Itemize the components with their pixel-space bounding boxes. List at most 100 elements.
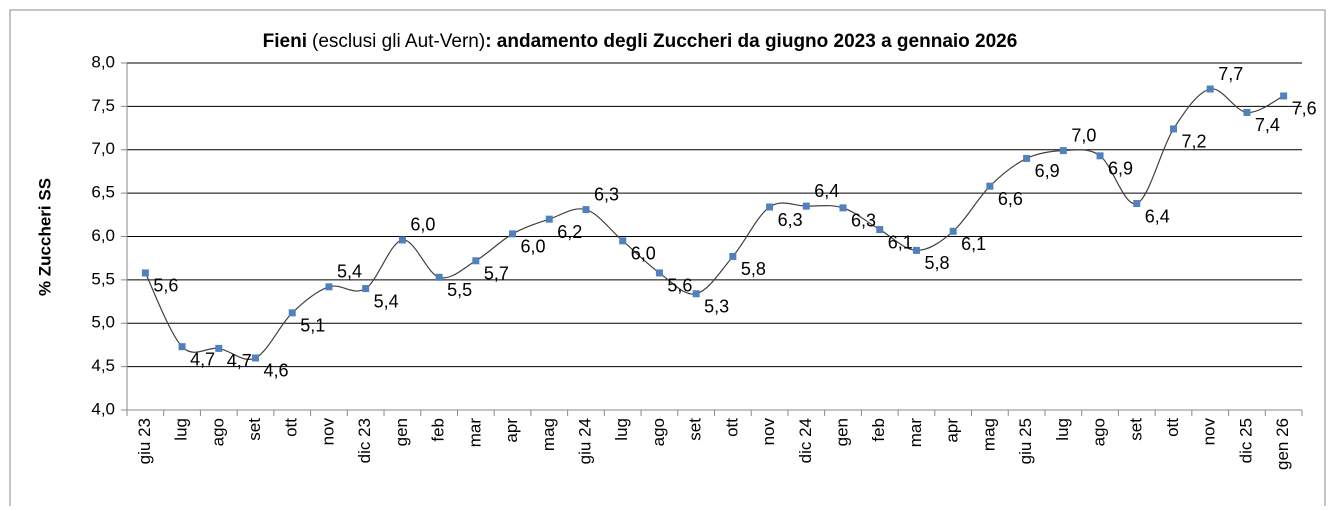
data-label: 7,4 — [1255, 115, 1280, 135]
data-label: 5,4 — [374, 291, 399, 311]
x-tick-label: ago — [649, 418, 668, 446]
data-label: 6,4 — [814, 181, 839, 201]
data-point — [545, 215, 553, 223]
y-tick-label: 6,0 — [91, 226, 115, 245]
data-point — [252, 354, 260, 362]
y-tick-label: 4,5 — [91, 356, 115, 375]
data-label: 5,5 — [447, 280, 472, 300]
x-tick-label: apr — [943, 418, 962, 443]
data-label: 6,3 — [594, 184, 619, 204]
data-label: 4,7 — [227, 351, 252, 371]
data-label: 5,1 — [300, 316, 325, 336]
data-label: 6,0 — [410, 215, 435, 235]
data-point — [766, 203, 774, 211]
x-tick-label: giu 23 — [135, 418, 154, 464]
data-point — [619, 237, 627, 245]
data-label: 6,3 — [851, 211, 876, 231]
data-point — [876, 226, 884, 234]
x-tick-label: set — [1126, 418, 1145, 441]
data-point — [1096, 152, 1104, 160]
data-point — [178, 343, 186, 351]
data-point — [325, 283, 333, 291]
data-label: 6,0 — [521, 237, 546, 257]
data-label: 5,8 — [741, 259, 766, 279]
data-label: 7,6 — [1292, 99, 1317, 119]
data-point — [655, 269, 663, 277]
x-tick-label: feb — [429, 418, 448, 442]
data-point — [1243, 108, 1251, 116]
data-point — [912, 246, 920, 254]
data-label: 7,0 — [1071, 125, 1096, 145]
x-tick-label: apr — [502, 418, 521, 443]
title-part: : andamento degli Zuccheri da giugno 202… — [485, 31, 1017, 52]
data-point — [435, 273, 443, 281]
x-tick-label: giu 24 — [575, 418, 594, 464]
data-point — [802, 202, 810, 210]
data-label: 6,9 — [1035, 161, 1060, 181]
y-tick-label: 6,5 — [91, 183, 115, 202]
data-label: 5,4 — [337, 262, 362, 282]
data-label: 4,6 — [264, 361, 289, 381]
data-point — [839, 204, 847, 212]
x-tick-label: lug — [172, 418, 191, 441]
y-axis-label: % Zuccheri SS — [35, 178, 54, 296]
x-tick-label: lug — [612, 418, 631, 441]
x-tick-label: gen 26 — [1273, 418, 1292, 470]
x-tick-label: nov — [318, 418, 337, 446]
data-point — [1023, 154, 1031, 162]
x-tick-label: ott — [722, 418, 741, 437]
x-tick-label: mag — [979, 418, 998, 451]
x-tick-label: gen — [392, 418, 411, 446]
x-tick-label: set — [245, 418, 264, 441]
data-label: 6,9 — [1108, 159, 1133, 179]
x-tick-label: ago — [1090, 418, 1109, 446]
y-tick-label: 5,5 — [91, 269, 115, 288]
data-label: 5,6 — [153, 276, 178, 296]
data-label: 7,7 — [1218, 64, 1243, 84]
data-point — [362, 285, 370, 293]
x-tick-label: set — [686, 418, 705, 441]
data-label: 5,3 — [704, 297, 729, 317]
y-tick-label: 7,0 — [91, 139, 115, 158]
data-point — [729, 252, 737, 260]
data-label: 6,3 — [778, 210, 803, 230]
y-tick-label: 8,0 — [91, 52, 115, 71]
data-point — [509, 230, 517, 238]
chart-title: Fieni (esclusi gli Aut-Vern): andamento d… — [263, 31, 1018, 52]
x-tick-label: dic 23 — [355, 418, 374, 463]
x-tick-label: lug — [1053, 418, 1072, 441]
data-point — [1133, 200, 1141, 208]
x-tick-label: ott — [1163, 418, 1182, 437]
data-point — [1169, 125, 1177, 133]
data-label: 6,0 — [631, 244, 656, 264]
x-tick-label: mar — [906, 418, 925, 448]
x-tick-label: giu 25 — [1016, 418, 1035, 464]
title-part: (esclusi gli Aut-Vern) — [312, 31, 485, 52]
x-tick-label: dic 25 — [1236, 418, 1255, 463]
data-label: 6,1 — [888, 232, 913, 252]
data-label: 4,7 — [190, 349, 215, 369]
data-point — [215, 344, 223, 352]
data-label: 6,1 — [961, 234, 986, 254]
data-point — [949, 227, 957, 235]
data-label: 5,8 — [924, 253, 949, 273]
x-tick-label: dic 24 — [796, 418, 815, 463]
data-point — [582, 206, 590, 214]
data-label: 5,7 — [484, 264, 509, 284]
x-tick-label: ago — [208, 418, 227, 446]
y-tick-label: 5,0 — [91, 313, 115, 332]
data-point — [472, 257, 480, 265]
data-point — [692, 290, 700, 298]
data-label: 5,6 — [667, 276, 692, 296]
x-tick-label: mag — [539, 418, 558, 451]
data-label: 6,2 — [557, 222, 582, 242]
data-point — [398, 236, 406, 244]
title-part: Fieni — [263, 31, 307, 52]
data-label: 7,2 — [1181, 132, 1206, 152]
data-point — [986, 182, 994, 190]
x-tick-label: nov — [1200, 418, 1219, 446]
x-tick-label: ott — [282, 418, 301, 437]
data-point — [1059, 147, 1067, 155]
data-point — [288, 309, 296, 317]
